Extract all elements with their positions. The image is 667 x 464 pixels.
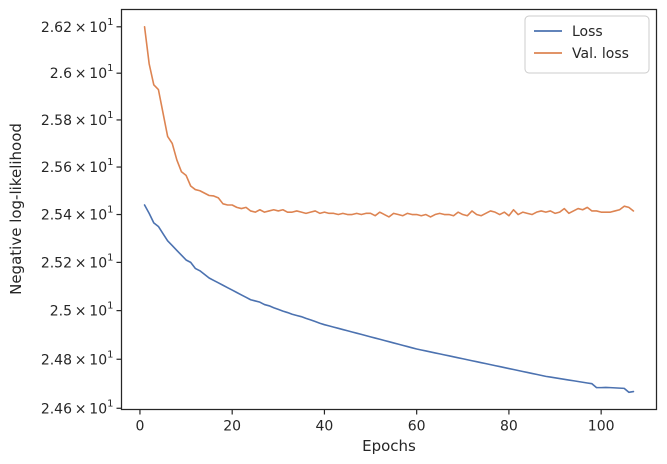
series-line-1 [143, 25, 635, 218]
y-tick-label: 2.58 × 101 [41, 110, 114, 129]
x-tick-label: 80 [500, 419, 518, 435]
x-tick-label: 20 [223, 419, 241, 435]
y-tick-label: 2.62 × 101 [41, 17, 114, 36]
y-tick-label: 2.46 × 101 [41, 398, 114, 417]
legend-label-0: Loss [572, 24, 603, 40]
y-tick-label: 2.54 × 101 [41, 205, 114, 224]
x-tick-label: 100 [588, 419, 615, 435]
x-tick-label: 60 [408, 419, 426, 435]
y-tick-label: 2.6 × 101 [50, 63, 114, 82]
plot-frame [120, 8, 658, 411]
series-line-0 [143, 204, 635, 394]
y-tick-label: 2.56 × 101 [41, 157, 114, 176]
x-axis: 0 20 40 60 80 100 [135, 409, 615, 435]
y-axis: 2.46 × 101 2.48 × 101 2.5 × 101 2.52 × 101 2… [41, 17, 122, 417]
x-tick-label: 40 [316, 419, 334, 435]
legend-label-1: Val. loss [572, 46, 629, 62]
legend: Loss Val. loss [524, 15, 650, 74]
x-tick-label: 0 [135, 419, 144, 435]
x-axis-label: Epochs [362, 437, 416, 455]
y-axis-label: Negative log-likelihood [7, 123, 25, 295]
y-tick-label: 2.52 × 101 [41, 252, 114, 271]
y-tick-label: 2.48 × 101 [41, 349, 114, 368]
series-layer [143, 25, 635, 394]
y-tick-label: 2.5 × 101 [50, 301, 114, 320]
